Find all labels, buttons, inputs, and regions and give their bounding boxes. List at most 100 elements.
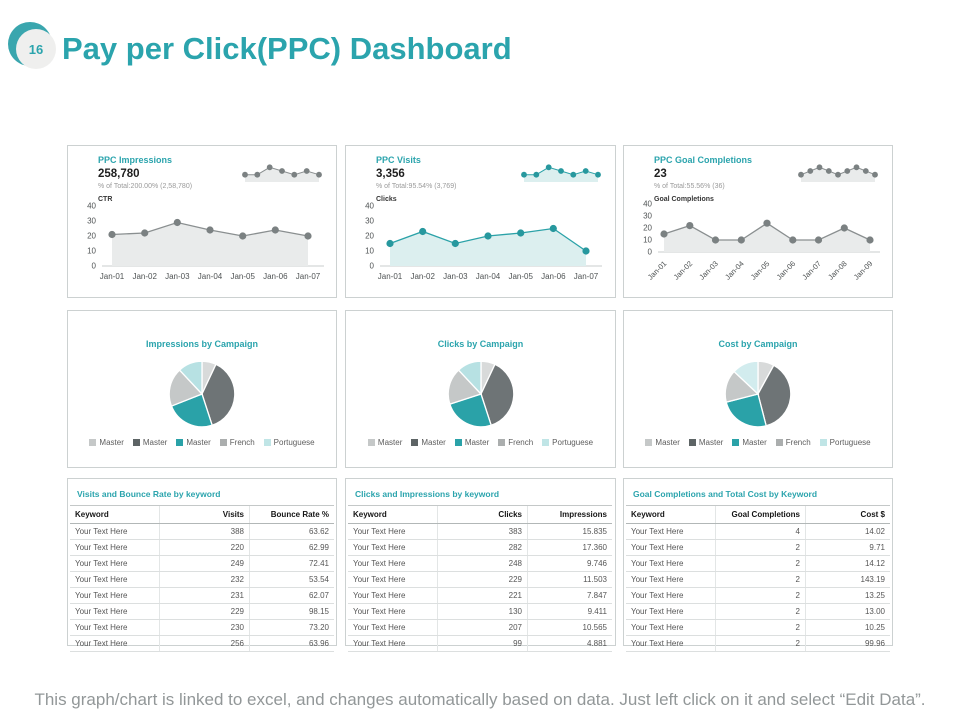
table-row: Your Text Here 4 14.02: [626, 523, 890, 540]
table-row: Your Text Here 248 9.746: [348, 555, 612, 572]
table-row: Your Text Here 2 14.12: [626, 555, 890, 572]
svg-text:Jan-04: Jan-04: [476, 272, 501, 281]
svg-text:40: 40: [87, 202, 96, 211]
svg-text:Jan-01: Jan-01: [100, 272, 125, 281]
impressions-line-chart: 0 10 20 30 40 Jan-01 Jan-02 Jan-03 Jan-04 Jan-05 J…: [87, 202, 324, 281]
legend-item: French: [219, 438, 255, 447]
table-cell: 63.62: [249, 523, 334, 540]
legend-item: Master: [688, 438, 723, 447]
table-row: Your Text Here 229 98.15: [70, 603, 334, 620]
table-row: Your Text Here 383 15.835: [348, 523, 612, 540]
kpi-metric-label: Goal Completions: [654, 195, 714, 203]
legend-label: Portuguese: [829, 438, 871, 447]
legend-marker-icon: [176, 439, 184, 446]
legend-marker-icon: [819, 439, 827, 446]
table-cell: 15.835: [527, 523, 612, 540]
pie-title: Impressions by Campaign: [145, 339, 259, 349]
table-cell: 7.847: [527, 587, 612, 604]
kpi-subtext: % of Total:200.00% (2,58,780): [98, 182, 193, 190]
table-row: Your Text Here 221 7.847: [348, 587, 612, 604]
legend-label: Master: [377, 438, 403, 447]
table-cell: Your Text Here: [626, 555, 716, 572]
svg-text:Jan-06: Jan-06: [541, 272, 566, 281]
legend-item: Portuguese: [819, 438, 871, 447]
table-row: Your Text Here 220 62.99: [70, 539, 334, 556]
table-row: Your Text Here 2 13.00: [626, 603, 890, 620]
table-cell: 220: [159, 539, 250, 556]
column-header: Keyword: [70, 505, 160, 524]
table-cell: 221: [437, 587, 528, 604]
ppc-visits-panel[interactable]: PPC Visits 3,356 % of Total:95.54% (3,76…: [345, 145, 616, 298]
legend-item: Master: [454, 438, 489, 447]
visits-bounce-rate-table-panel[interactable]: Visits and Bounce Rate by keyword Keywor…: [67, 478, 337, 652]
table-header-row: Keyword Goal Completions Cost $: [626, 505, 890, 524]
ppc-goal-completions-panel[interactable]: PPC Goal Completions 23 % of Total:55.56…: [623, 145, 893, 298]
kpi-title: PPC Impressions: [98, 155, 173, 165]
kpi-block: PPC Goal Completions 23 % of Total:55.56…: [654, 155, 752, 204]
table-cell: Your Text Here: [348, 555, 438, 572]
table-cell: Your Text Here: [348, 523, 438, 540]
legend-item: Master: [176, 438, 211, 447]
legend-item: Master: [732, 438, 767, 447]
table-cell: 10.25: [805, 619, 890, 636]
svg-text:Jan-02: Jan-02: [410, 272, 435, 281]
svg-text:Jan-04: Jan-04: [198, 272, 223, 281]
clicks-impressions-table-panel[interactable]: Clicks and Impressions by keyword Keywor…: [345, 478, 616, 652]
table-cell: Your Text Here: [626, 539, 716, 556]
cost-pie-chart: [724, 360, 792, 428]
kpi-value: 23: [654, 167, 667, 180]
legend-item: French: [775, 438, 811, 447]
visits-sparkline: [521, 164, 601, 182]
cost-by-campaign-panel[interactable]: Cost by Campaign Master Master Master Frenc…: [623, 310, 893, 468]
table-cell: Your Text Here: [348, 603, 438, 620]
table-cell: Your Text Here: [70, 539, 160, 556]
svg-text:Jan-01: Jan-01: [646, 259, 669, 282]
legend-marker-icon: [263, 439, 271, 446]
visits-line-chart: 0 10 20 30 40 Jan-01 Jan-02 Jan-03 Jan-04 Jan-05 J…: [365, 202, 602, 281]
table-row: Your Text Here 388 63.62: [70, 523, 334, 540]
table-cell: Your Text Here: [348, 539, 438, 556]
svg-text:Jan-05: Jan-05: [230, 272, 255, 281]
column-header: Bounce Rate %: [249, 505, 334, 524]
table-cell: 229: [159, 603, 250, 620]
table-cell: 14.12: [805, 555, 890, 572]
table-row: Your Text Here 2 13.25: [626, 587, 890, 604]
table-cell: Your Text Here: [70, 587, 160, 604]
ppc-impressions-panel[interactable]: PPC Impressions 258,780 % of Total:200.0…: [67, 145, 337, 298]
table-row: Your Text Here 99 4.881: [348, 635, 612, 652]
legend-item: Master: [411, 438, 446, 447]
svg-text:30: 30: [365, 217, 374, 226]
table-cell: 231: [159, 587, 250, 604]
goal-completions-cost-table-panel[interactable]: Goal Completions and Total Cost by Keywo…: [623, 478, 893, 652]
svg-text:Jan-09: Jan-09: [852, 259, 875, 282]
table-cell: 2: [715, 539, 806, 556]
svg-text:30: 30: [643, 212, 652, 221]
table-title: Goal Completions and Total Cost by Keywo…: [633, 489, 818, 499]
kpi-metric-label: CTR: [98, 195, 113, 203]
svg-text:10: 10: [87, 247, 96, 256]
table-row: Your Text Here 130 9.411: [348, 603, 612, 620]
impressions-by-campaign-panel[interactable]: Impressions by Campaign Master Master Mast…: [67, 310, 337, 468]
pie-title: Clicks by Campaign: [437, 339, 524, 349]
clicks-by-campaign-panel[interactable]: Clicks by Campaign Master Master Master Fre…: [345, 310, 616, 468]
table-cell: 256: [159, 635, 250, 652]
table-cell: Your Text Here: [626, 635, 716, 652]
legend-label: Master: [655, 438, 680, 447]
legend-label: French: [229, 438, 255, 447]
table-header-row: Keyword Clicks Impressions: [348, 505, 612, 524]
svg-text:Jan-01: Jan-01: [378, 272, 403, 281]
pie-title: Cost by Campaign: [718, 339, 798, 349]
visits-bounce-rate-table: Keyword Visits Bounce Rate % Your Text Here…: [70, 505, 334, 652]
legend-label: Master: [742, 438, 767, 447]
table-cell: 4.881: [527, 635, 612, 652]
table-cell: Your Text Here: [70, 635, 160, 652]
table-row: Your Text Here 256 63.96: [70, 635, 334, 652]
table-cell: 229: [437, 571, 528, 588]
legend-item: Master: [367, 438, 403, 447]
slide-header: 16 Pay per Click(PPC) Dashboard: [8, 22, 512, 74]
table-cell: 11.503: [527, 571, 612, 588]
legend-marker-icon: [367, 439, 375, 446]
column-header: Keyword: [626, 505, 716, 524]
legend-label: Master: [421, 438, 446, 447]
page-title: Pay per Click(PPC) Dashboard: [62, 30, 512, 66]
